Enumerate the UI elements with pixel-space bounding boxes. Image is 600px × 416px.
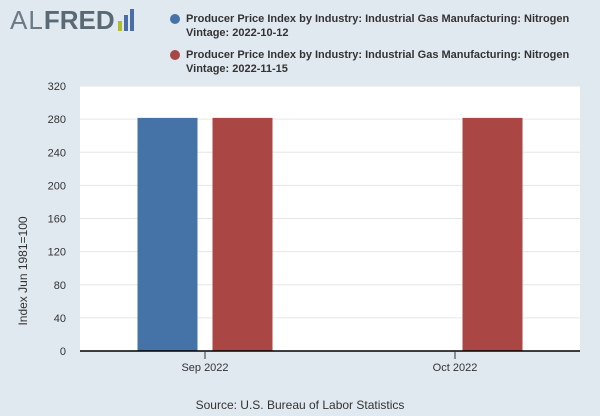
legend-label-series-1: Producer Price Index by Industry: Indust… [186, 13, 570, 39]
y-axis-label: Index Jun 1981=100 [16, 216, 30, 325]
y-tick-label: 320 [48, 81, 66, 93]
bars [137, 117, 523, 351]
x-tick-label: Oct 2022 [433, 362, 478, 374]
legend-item-series-2[interactable]: Producer Price Index by Industry: Indust… [170, 48, 590, 76]
x-axis-ticks: Sep 2022 Oct 2022 [181, 351, 477, 374]
y-axis-ticks: 0 40 80 120 160 200 240 280 320 [48, 81, 66, 358]
legend-label-series-2: Producer Price Index by Industry: Indust… [186, 49, 570, 75]
legend: Producer Price Index by Industry: Indust… [170, 12, 590, 84]
legend-item-series-1[interactable]: Producer Price Index by Industry: Indust… [170, 12, 590, 40]
bar-series-2-oct-2022[interactable] [462, 117, 523, 351]
y-tick-label: 240 [48, 147, 66, 159]
bar-series-2-sep-2022[interactable] [212, 117, 273, 351]
header: AL FRED Producer Price Index by Industry… [0, 0, 600, 80]
legend-marker-series-1 [170, 14, 180, 24]
legend-marker-series-2 [170, 50, 180, 60]
logo-bars-icon [117, 9, 134, 31]
y-tick-label: 200 [48, 180, 66, 192]
y-tick-label: 160 [48, 214, 66, 226]
alfred-logo[interactable]: AL FRED [10, 6, 134, 34]
logo-prefix: AL [10, 5, 44, 35]
source-note: Source: U.S. Bureau of Labor Statistics [195, 398, 405, 412]
y-tick-label: 80 [54, 280, 66, 292]
x-tick-label: Sep 2022 [181, 362, 228, 374]
y-tick-label: 40 [54, 313, 66, 325]
bar-chart: 0 40 80 120 160 200 240 280 320 Sep 2022 Oct 2022… [16, 81, 580, 374]
y-tick-label: 0 [60, 346, 66, 358]
y-tick-label: 120 [48, 247, 66, 259]
logo-name: FRED [43, 5, 115, 35]
bar-series-1-sep-2022[interactable] [137, 117, 198, 351]
y-tick-label: 280 [48, 114, 66, 126]
